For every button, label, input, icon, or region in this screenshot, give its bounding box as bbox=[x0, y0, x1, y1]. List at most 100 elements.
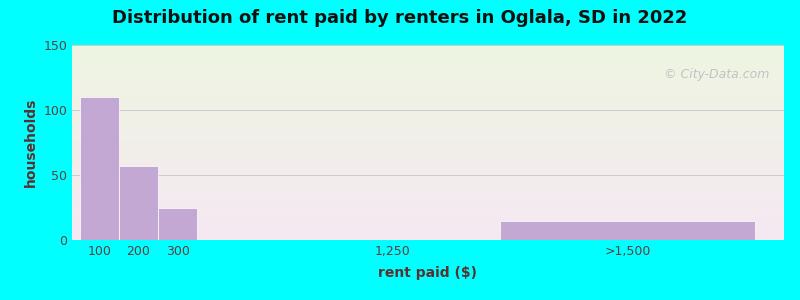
Bar bbox=[72, 46, 784, 47]
Bar bbox=[72, 159, 784, 160]
Bar bbox=[72, 224, 784, 225]
Bar bbox=[72, 112, 784, 113]
Bar bbox=[72, 189, 784, 190]
Bar bbox=[72, 45, 784, 46]
Bar bbox=[72, 183, 784, 184]
Bar bbox=[72, 66, 784, 67]
Bar bbox=[72, 72, 784, 73]
Bar bbox=[72, 61, 784, 62]
Bar bbox=[72, 142, 784, 143]
Bar bbox=[72, 62, 784, 63]
Bar bbox=[72, 180, 784, 181]
Bar bbox=[72, 193, 784, 194]
Bar bbox=[72, 147, 784, 148]
Bar bbox=[72, 155, 784, 156]
Bar bbox=[72, 77, 784, 78]
Bar bbox=[72, 48, 784, 49]
Bar bbox=[72, 55, 784, 56]
Bar bbox=[72, 200, 784, 201]
Bar bbox=[72, 161, 784, 162]
Bar bbox=[72, 188, 784, 189]
Bar bbox=[72, 154, 784, 155]
Bar bbox=[72, 113, 784, 114]
Bar bbox=[80, 97, 119, 240]
Bar bbox=[72, 226, 784, 227]
Bar bbox=[72, 229, 784, 230]
Bar bbox=[72, 92, 784, 93]
Bar bbox=[72, 165, 784, 166]
Bar bbox=[72, 167, 784, 168]
Bar bbox=[72, 106, 784, 107]
Bar bbox=[72, 124, 784, 125]
Bar bbox=[72, 173, 784, 174]
Bar bbox=[72, 162, 784, 163]
Bar bbox=[72, 49, 784, 50]
Bar bbox=[72, 94, 784, 95]
Bar bbox=[72, 114, 784, 115]
Bar bbox=[72, 220, 784, 221]
Bar bbox=[72, 176, 784, 177]
Bar bbox=[72, 107, 784, 108]
Bar bbox=[72, 82, 784, 83]
Bar bbox=[72, 109, 784, 110]
Bar bbox=[72, 68, 784, 69]
Text: © City-Data.com: © City-Data.com bbox=[664, 68, 770, 81]
Bar bbox=[72, 156, 784, 157]
Bar bbox=[72, 57, 784, 58]
Bar bbox=[72, 237, 784, 238]
Bar bbox=[72, 148, 784, 149]
Bar bbox=[72, 101, 784, 102]
Bar bbox=[72, 59, 784, 60]
Bar bbox=[72, 53, 784, 54]
Bar bbox=[72, 151, 784, 152]
Bar bbox=[72, 174, 784, 175]
Bar bbox=[72, 131, 784, 132]
Bar bbox=[72, 54, 784, 55]
X-axis label: rent paid ($): rent paid ($) bbox=[378, 266, 478, 280]
Bar bbox=[72, 143, 784, 144]
Bar bbox=[72, 197, 784, 198]
Bar bbox=[72, 134, 784, 135]
Bar bbox=[72, 84, 784, 85]
Bar bbox=[72, 58, 784, 59]
Y-axis label: households: households bbox=[24, 98, 38, 187]
Bar bbox=[72, 208, 784, 209]
Bar bbox=[72, 146, 784, 147]
Bar bbox=[72, 236, 784, 237]
Bar bbox=[72, 120, 784, 121]
Bar bbox=[72, 67, 784, 68]
Bar bbox=[72, 213, 784, 214]
Bar bbox=[72, 104, 784, 105]
Bar bbox=[72, 136, 784, 137]
Bar bbox=[72, 56, 784, 57]
Bar bbox=[72, 119, 784, 120]
Bar bbox=[72, 157, 784, 158]
Bar bbox=[72, 235, 784, 236]
Bar bbox=[72, 50, 784, 51]
Bar bbox=[72, 214, 784, 215]
Bar bbox=[72, 86, 784, 87]
Bar bbox=[72, 138, 784, 139]
Bar bbox=[72, 111, 784, 112]
Bar bbox=[72, 238, 784, 239]
Bar bbox=[72, 85, 784, 86]
Bar bbox=[72, 118, 784, 119]
Bar bbox=[72, 219, 784, 220]
Bar bbox=[72, 216, 784, 217]
Bar bbox=[72, 225, 784, 226]
Bar bbox=[72, 203, 784, 204]
Bar bbox=[72, 95, 784, 96]
Bar bbox=[72, 186, 784, 187]
Bar bbox=[72, 158, 784, 159]
Bar bbox=[72, 81, 784, 82]
Bar bbox=[72, 181, 784, 182]
Bar bbox=[72, 91, 784, 92]
Bar bbox=[72, 78, 784, 79]
Bar bbox=[72, 221, 784, 222]
Bar bbox=[72, 196, 784, 197]
Bar bbox=[72, 140, 784, 141]
Bar bbox=[72, 145, 784, 146]
Bar bbox=[72, 153, 784, 154]
Bar bbox=[72, 69, 784, 70]
Bar bbox=[72, 65, 784, 66]
